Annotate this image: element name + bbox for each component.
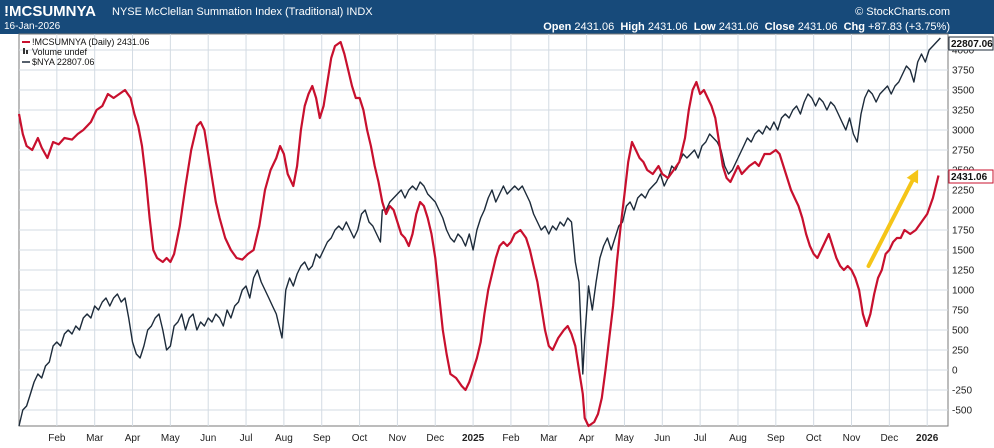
open-label: Open: [543, 21, 572, 33]
x-tick-label: 2025: [462, 433, 485, 444]
y-tick-label: 1500: [952, 246, 975, 257]
legend-item-summation: !MCSUMNYA (Daily) 2431.06: [32, 37, 149, 47]
x-tick-label: Feb: [502, 433, 520, 444]
summation-tag-text: 2431.06: [951, 172, 988, 183]
y-tick-label: 2000: [952, 206, 975, 217]
x-tick-label: May: [615, 433, 634, 444]
y-tick-label: 3750: [952, 66, 975, 77]
nya-tag-box: [948, 36, 994, 51]
legend-swatch-volume-bar: [26, 50, 28, 54]
x-tick-label: Oct: [806, 433, 822, 444]
high-value: 2431.06: [647, 21, 688, 33]
y-tick-label: 1000: [952, 286, 975, 297]
x-tick-label: Apr: [125, 433, 141, 444]
series-line-summation: [17, 40, 940, 428]
x-tick-label: Jul: [240, 433, 253, 444]
x-tick-label: 2026: [916, 433, 939, 444]
x-tick-label: Aug: [729, 433, 747, 444]
close-value: 2431.06: [797, 21, 838, 33]
x-axis: Feb Mar Apr May Jun Jul Aug Sep Oct Nov Dec 2025 Feb…: [48, 433, 939, 444]
horizontal-gridlines: [19, 49, 948, 411]
y-tick-label: 250: [952, 346, 969, 357]
y-tick-label: 3250: [952, 106, 975, 117]
legend-swatch-volume: [23, 48, 25, 54]
x-tick-label: Sep: [767, 433, 785, 444]
x-tick-label: Jul: [694, 433, 707, 444]
y-tick-label: 750: [952, 306, 969, 317]
x-tick-label: Nov: [843, 433, 861, 444]
series-layer: [17, 37, 941, 428]
chart-description: NYSE McClellan Summation Index (Traditio…: [112, 6, 373, 18]
x-tick-label: Dec: [880, 433, 898, 444]
close-label: Close: [764, 21, 795, 33]
y-tick-label: 4000: [952, 46, 975, 57]
chg-label: Chg: [843, 21, 865, 33]
ohlc-readout: Open 2431.06 High 2431.06 Low 2431.06 Cl…: [543, 21, 950, 33]
y-tick-label: 1250: [952, 266, 975, 277]
x-tick-label: Oct: [352, 433, 368, 444]
y-tick-label: 3500: [952, 86, 975, 97]
y-tick-label: 3000: [952, 126, 975, 137]
symbol-description: NYSE McClellan Summation Index (Traditio…: [112, 6, 344, 18]
y-tick-label: -500: [952, 406, 972, 417]
y-tick-label: 500: [952, 326, 969, 337]
x-tick-label: Apr: [579, 433, 595, 444]
y-tick-label: -250: [952, 386, 972, 397]
chart-header: !MCSUMNYA NYSE McClellan Summation Index…: [0, 0, 994, 34]
y-tick-label: 0: [952, 366, 958, 377]
chg-value: +87.83 (+3.75%): [868, 21, 950, 33]
low-value: 2431.06: [718, 21, 759, 33]
x-tick-label: May: [161, 433, 180, 444]
y-tick-label: 2750: [952, 146, 975, 157]
nya-tag-text: 22807.06: [951, 39, 993, 50]
x-tick-label: Mar: [86, 433, 104, 444]
open-value: 2431.06: [574, 21, 615, 33]
x-tick-label: Sep: [313, 433, 331, 444]
x-tick-label: Jun: [200, 433, 216, 444]
series-line-nya: [18, 37, 941, 427]
x-tick-label: Nov: [389, 433, 407, 444]
y-axis: -500 -250 0 250 500 750 1000 1250 1500 1750 2000 22…: [952, 46, 975, 417]
chart-symbol: !MCSUMNYA: [4, 3, 96, 20]
summation-value-tag: 2431.06: [948, 169, 994, 184]
x-tick-label: Feb: [48, 433, 66, 444]
exchange-label: INDX: [346, 6, 373, 18]
high-label: High: [620, 21, 645, 33]
x-tick-label: Dec: [426, 433, 444, 444]
legend: !MCSUMNYA (Daily) 2431.06 Volume undef $…: [22, 37, 149, 67]
y-tick-label: 2250: [952, 186, 975, 197]
summation-tag-box: [948, 169, 994, 184]
legend-item-nya: $NYA 22807.06: [32, 57, 94, 67]
chart-date: 16-Jan-2026: [4, 21, 61, 32]
annotation-layer: [866, 169, 919, 268]
low-label: Low: [693, 21, 716, 33]
x-tick-label: Mar: [540, 433, 558, 444]
watermark: © StockCharts.com: [855, 6, 950, 18]
x-tick-label: Aug: [275, 433, 293, 444]
x-tick-label: Jun: [654, 433, 670, 444]
y-tick-label: 1750: [952, 226, 975, 237]
annotation-arrow: [866, 169, 919, 268]
nya-value-tag: 22807.06: [948, 36, 994, 51]
legend-item-volume: Volume undef: [32, 47, 88, 57]
